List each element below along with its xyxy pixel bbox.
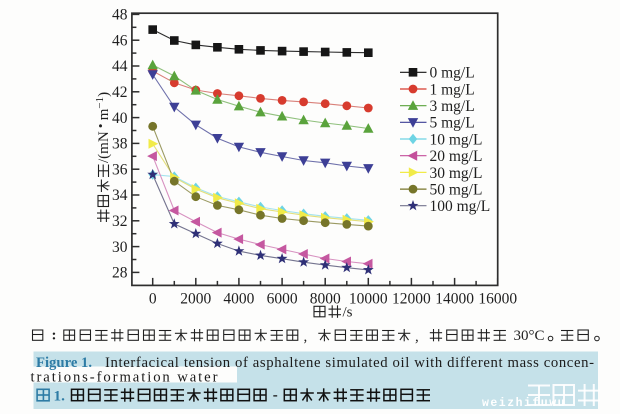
svg-text:46: 46 [112,32,128,49]
svg-text:1 mg/L: 1 mg/L [430,81,475,98]
svg-text:36: 36 [112,161,128,178]
svg-text:100 mg/L: 100 mg/L [430,198,491,215]
svg-text:30 mg/L: 30 mg/L [430,165,483,182]
svg-text:16000: 16000 [478,291,517,308]
svg-text:20 mg/L: 20 mg/L [430,148,483,165]
svg-text:5 mg/L: 5 mg/L [430,115,475,132]
svg-text:40: 40 [112,110,128,127]
svg-text:trations-formation water: trations-formation water [31,369,218,385]
svg-text:34: 34 [112,187,128,204]
svg-text:-: - [273,387,278,403]
svg-text:,: , [415,329,419,345]
svg-text:30°C: 30°C [514,328,545,344]
svg-text:Interfacical tension of asphal: Interfacical tension of asphaltene simul… [105,355,594,371]
svg-text:0: 0 [149,291,157,308]
svg-text:12000: 12000 [392,291,431,308]
svg-text:2000: 2000 [180,291,211,308]
svg-text:32: 32 [112,213,128,230]
svg-text:8000: 8000 [310,291,341,308]
svg-text:,: , [304,329,308,345]
svg-text:4000: 4000 [223,291,254,308]
svg-text:0 mg/L: 0 mg/L [430,65,475,82]
svg-text:14000: 14000 [435,291,474,308]
svg-text:10 mg/L: 10 mg/L [430,131,483,148]
svg-text:3 mg/L: 3 mg/L [430,98,475,115]
svg-text::: : [51,328,56,344]
svg-text:weizhifuwu: weizhifuwu [482,397,566,410]
svg-text:/s: /s [343,304,353,320]
svg-text:42: 42 [112,84,128,101]
svg-text:50 mg/L: 50 mg/L [430,182,483,199]
svg-text:6000: 6000 [267,291,298,308]
svg-text:28: 28 [112,265,128,282]
svg-text:/(mN • m−1): /(mN • m−1) [93,92,112,163]
svg-text:10000: 10000 [349,291,388,308]
svg-text:48: 48 [112,7,128,24]
svg-text:30: 30 [112,239,128,256]
svg-text:44: 44 [112,58,128,75]
svg-text:38: 38 [112,136,128,153]
svg-text:1.: 1. [54,387,66,404]
svg-text:Figure 1.: Figure 1. [36,355,92,371]
